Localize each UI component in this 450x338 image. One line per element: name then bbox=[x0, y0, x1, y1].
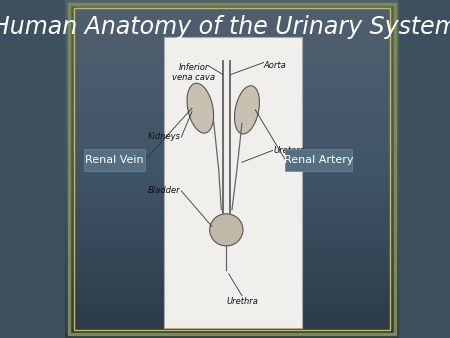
Text: Human Anatomy of the Urinary System: Human Anatomy of the Urinary System bbox=[0, 15, 450, 39]
Text: Renal Vein: Renal Vein bbox=[85, 155, 144, 165]
FancyBboxPatch shape bbox=[164, 37, 302, 328]
Text: Kidneys: Kidneys bbox=[147, 132, 180, 141]
FancyBboxPatch shape bbox=[285, 149, 352, 171]
Text: Inferior
vena cava: Inferior vena cava bbox=[172, 63, 215, 82]
Text: Urethra: Urethra bbox=[226, 297, 258, 307]
Text: Renal Artery: Renal Artery bbox=[284, 155, 353, 165]
Text: Ureters: Ureters bbox=[274, 146, 305, 155]
Ellipse shape bbox=[210, 214, 243, 246]
Text: Aorta: Aorta bbox=[264, 61, 286, 70]
FancyBboxPatch shape bbox=[84, 149, 145, 171]
Ellipse shape bbox=[234, 86, 260, 134]
Ellipse shape bbox=[187, 83, 214, 133]
Text: Bladder: Bladder bbox=[148, 187, 180, 195]
